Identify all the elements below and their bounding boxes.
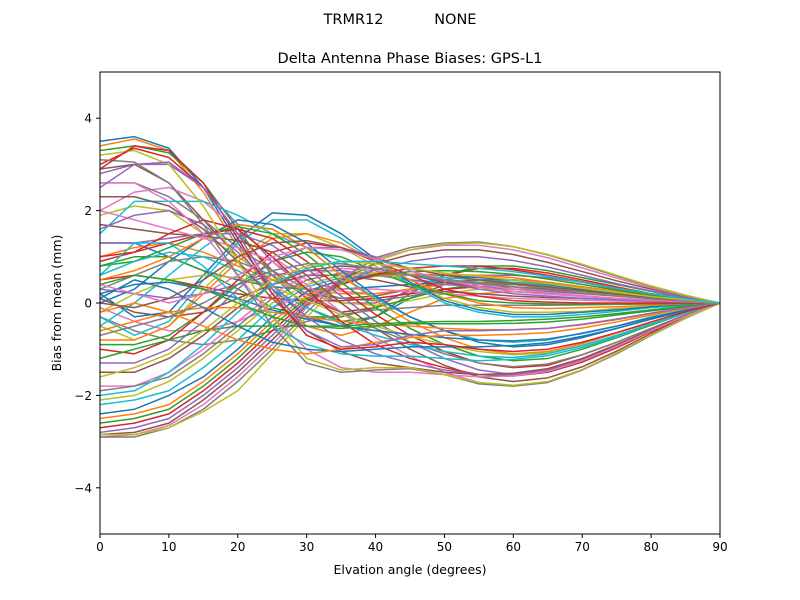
y-tick-label: 4 [84, 112, 92, 126]
series-line-33 [100, 269, 720, 424]
y-tick-label: 0 [84, 297, 92, 311]
series-line-63 [100, 274, 720, 330]
series-line-59 [100, 149, 720, 386]
y-axis-label: Bias from mean (mm) [49, 235, 64, 372]
series-line-68 [100, 262, 720, 337]
series-line-70 [100, 260, 720, 397]
x-tick-label: 90 [712, 540, 727, 554]
series-line-60 [100, 242, 720, 362]
figure-suptitle: TRMR12 NONE [323, 12, 477, 28]
series-layer [100, 135, 720, 438]
x-tick-label: 60 [506, 540, 521, 554]
x-tick-label: 70 [575, 540, 590, 554]
x-axis-label: Elvation angle (degrees) [333, 562, 486, 577]
series-line-58 [100, 159, 720, 387]
series-line-50 [100, 251, 720, 359]
x-axis-ticks: 0 10 20 30 40 50 60 70 80 90 [96, 534, 728, 554]
x-tick-label: 50 [437, 540, 452, 554]
series-line-61 [100, 279, 720, 353]
series-line-65 [100, 161, 720, 348]
series-line-39 [100, 242, 720, 436]
x-tick-label: 20 [230, 540, 245, 554]
series-line-38 [100, 241, 720, 438]
series-line-67 [100, 246, 720, 304]
x-tick-label: 10 [161, 540, 176, 554]
series-line-36 [100, 249, 720, 436]
x-tick-label: 80 [643, 540, 658, 554]
series-line-54 [100, 219, 720, 377]
y-tick-label: 2 [84, 204, 92, 218]
series-line-46 [100, 223, 720, 383]
x-tick-label: 30 [299, 540, 314, 554]
x-tick-label: 40 [368, 540, 383, 554]
x-tick-label: 0 [96, 540, 104, 554]
y-tick-label: −4 [74, 481, 92, 495]
series-line-57 [100, 182, 720, 378]
y-axis-ticks: −4 −2 0 2 4 [74, 112, 100, 495]
chart-title: Delta Antenna Phase Biases: GPS-L1 [278, 51, 543, 67]
series-line-32 [100, 273, 720, 420]
series-line-69 [100, 260, 720, 378]
y-tick-label: −2 [74, 389, 92, 403]
series-line-64 [100, 145, 720, 353]
series-line-62 [100, 302, 720, 355]
series-line-35 [100, 256, 720, 434]
